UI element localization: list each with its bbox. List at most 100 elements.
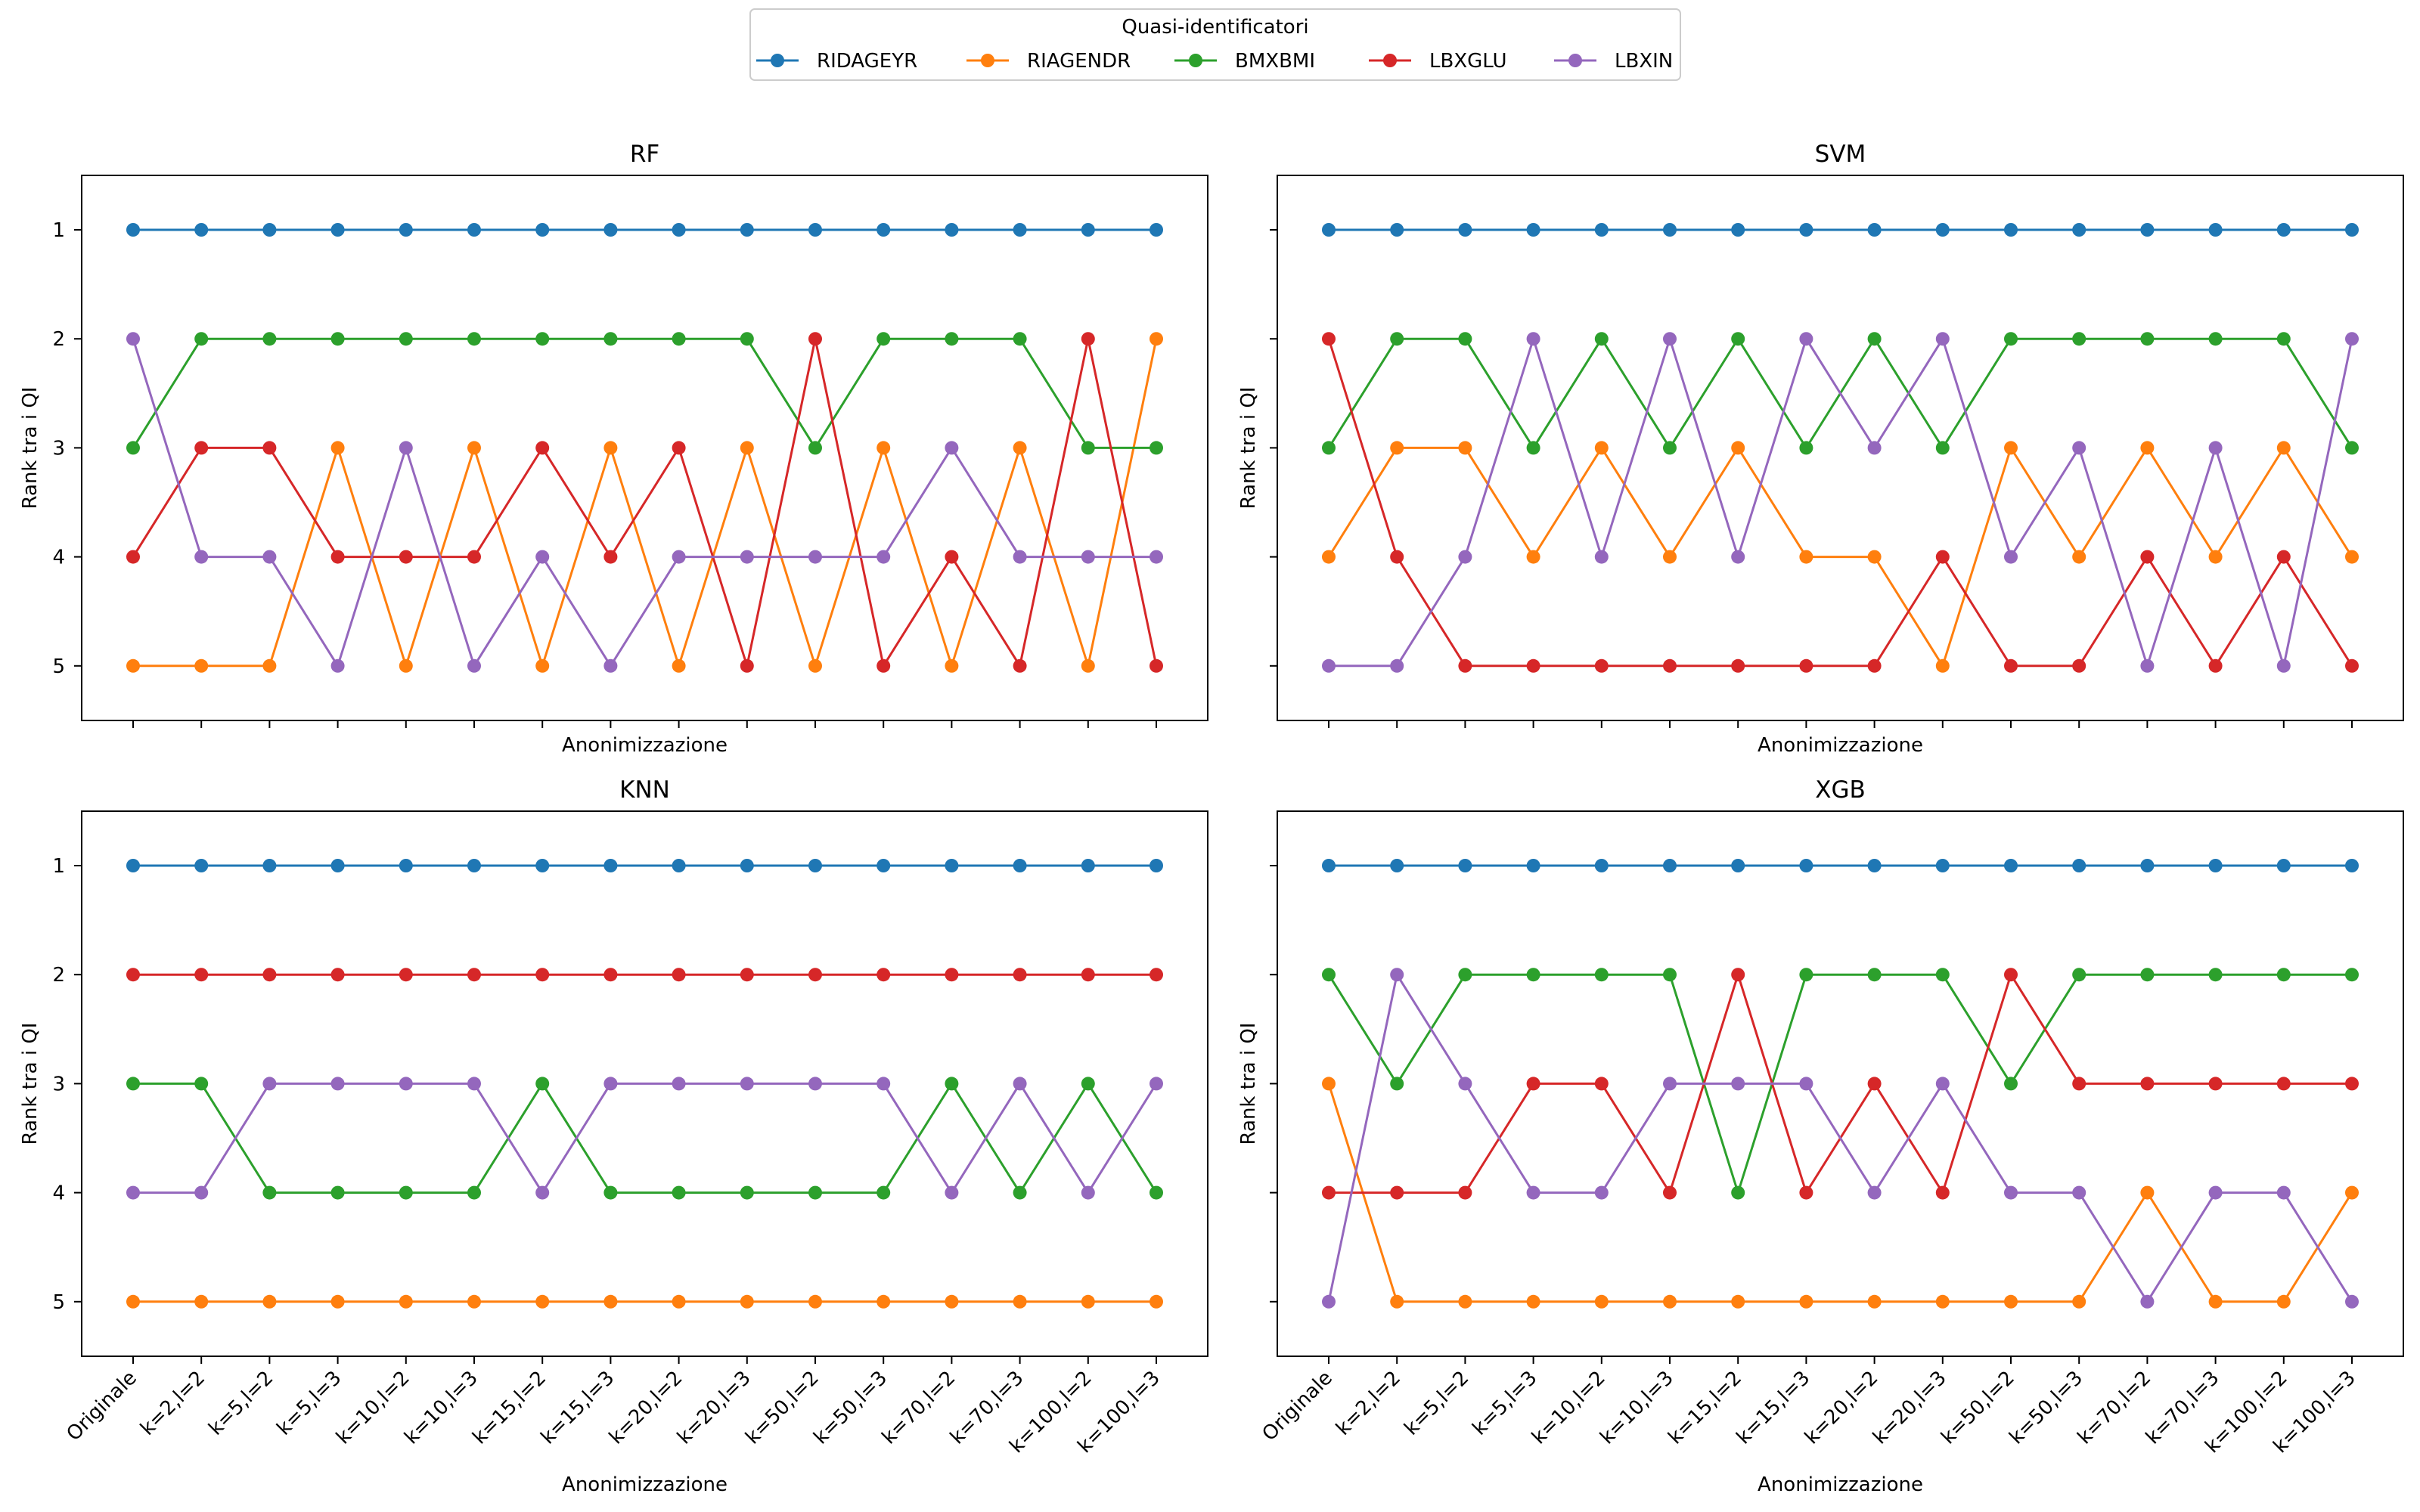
data-point — [945, 1294, 959, 1309]
data-point — [603, 550, 618, 564]
data-point — [535, 1185, 550, 1200]
data-point — [535, 658, 550, 673]
x-tick-label: k=10,l=3 — [1596, 1367, 1678, 1449]
x-tick-label: k=70,l=2 — [878, 1367, 960, 1449]
data-point — [876, 658, 891, 673]
data-point — [1013, 658, 1027, 673]
data-point — [2140, 441, 2155, 455]
series-line — [1327, 973, 2353, 1303]
data-point — [1594, 968, 1609, 982]
data-point — [876, 223, 891, 237]
data-point — [2140, 223, 2155, 237]
data-point — [1458, 550, 1472, 564]
data-point — [467, 550, 481, 564]
data-point — [2276, 1077, 2291, 1091]
data-point — [262, 1077, 277, 1091]
series-bmxbmi — [126, 332, 1163, 455]
data-point — [1867, 1294, 1882, 1309]
data-point — [1935, 223, 1950, 237]
data-point — [1013, 859, 1027, 872]
data-point — [330, 1294, 345, 1309]
data-point — [603, 223, 618, 237]
data-point — [194, 1294, 209, 1309]
data-point — [1526, 859, 1540, 872]
data-point — [467, 223, 481, 237]
data-point — [1322, 1294, 1336, 1309]
data-point — [2276, 441, 2291, 455]
data-point — [194, 1077, 209, 1091]
data-point — [2004, 859, 2018, 872]
data-point — [2208, 1294, 2223, 1309]
x-tick-label: k=2,l=2 — [1332, 1367, 1405, 1440]
panel-title: RF — [630, 141, 659, 168]
legend-entry-riagendr: RIAGENDR — [966, 50, 1131, 73]
data-point — [945, 1185, 959, 1200]
series-line — [1327, 446, 2353, 668]
data-point — [1731, 223, 1745, 237]
panel-knn: KNN12345Originalek=2,l=2k=5,l=2k=5,l=3k=… — [19, 776, 1208, 1496]
y-axis-label: Rank tra i QI — [19, 1023, 42, 1145]
data-point — [876, 550, 891, 564]
data-point — [1731, 1185, 1745, 1200]
legend-entry-ridageyr: RIDAGEYR — [756, 50, 917, 73]
data-point — [603, 441, 618, 455]
data-point — [603, 859, 618, 872]
data-point — [1594, 223, 1609, 237]
data-point — [535, 1294, 550, 1309]
data-point — [262, 1294, 277, 1309]
x-tick-label: k=15,l=3 — [1733, 1367, 1815, 1449]
data-point — [1013, 1077, 1027, 1091]
data-point — [2004, 1294, 2018, 1309]
data-point — [1526, 658, 1540, 673]
data-point — [672, 223, 686, 237]
legend-label: BMXBMI — [1235, 50, 1315, 73]
series-lbxin — [126, 332, 1163, 673]
data-point — [2140, 859, 2155, 872]
data-point — [2208, 859, 2223, 872]
data-point — [1731, 550, 1745, 564]
series-lbxin — [126, 1077, 1163, 1200]
data-point — [1150, 1077, 1163, 1091]
series-bmxbmi — [1322, 332, 2359, 455]
data-point — [1081, 223, 1095, 237]
series-ridageyr — [126, 223, 1163, 237]
data-point — [1663, 859, 1677, 872]
data-point — [2140, 1077, 2155, 1091]
data-point — [2345, 1185, 2359, 1200]
plot-frame — [1277, 810, 2404, 1357]
data-point — [1013, 968, 1027, 982]
data-point — [1731, 859, 1745, 872]
data-point — [945, 332, 959, 346]
data-point — [1799, 332, 1813, 346]
data-point — [262, 968, 277, 982]
series-line — [132, 337, 1156, 449]
data-point — [945, 968, 959, 982]
data-point — [1799, 441, 1813, 455]
data-point — [1526, 441, 1540, 455]
data-point — [1526, 223, 1540, 237]
series-lbxin — [1322, 332, 2359, 673]
data-point — [1013, 441, 1027, 455]
legend-title: Quasi-identificatori — [1122, 16, 1308, 39]
data-point — [330, 968, 345, 982]
data-point — [1150, 223, 1163, 237]
data-point — [1867, 1185, 1882, 1200]
x-tick-label: k=50,l=3 — [809, 1367, 892, 1449]
data-point — [740, 658, 754, 673]
data-point — [467, 968, 481, 982]
x-tick-label: k=5,l=2 — [204, 1367, 278, 1440]
data-point — [2276, 968, 2291, 982]
x-tick-label: k=20,l=3 — [673, 1367, 755, 1449]
data-point — [2072, 332, 2086, 346]
data-point — [1390, 968, 1404, 982]
data-point — [399, 1185, 413, 1200]
data-point — [2345, 968, 2359, 982]
data-point — [2208, 550, 2223, 564]
data-point — [740, 441, 754, 455]
data-point — [467, 1077, 481, 1091]
data-point — [1663, 550, 1677, 564]
x-tick-label: k=15,l=2 — [1664, 1367, 1746, 1449]
y-tick-label: 3 — [52, 437, 65, 460]
series-ridageyr — [1322, 859, 2359, 872]
